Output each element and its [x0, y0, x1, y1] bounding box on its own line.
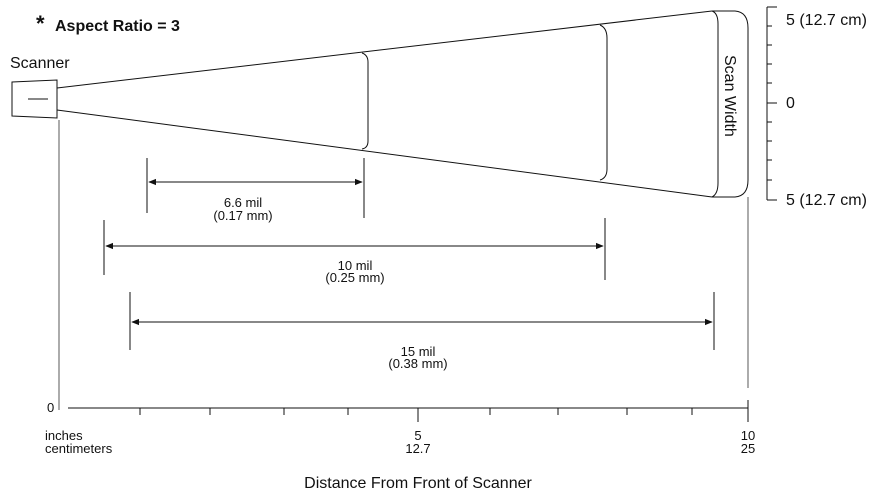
axis-tick-12-7-cm: 12.7: [405, 441, 430, 456]
scanner-label: Scanner: [10, 55, 70, 72]
range-15-mil-label: 15 mil: [401, 344, 436, 359]
scan-width-label: Scan Width: [721, 55, 738, 137]
scan-width-scale: [766, 6, 777, 201]
scan-width-top-label: 5 (12.7 cm): [786, 12, 867, 29]
axis-tick-10-inches: 10: [741, 428, 755, 443]
aspect-ratio-note: Aspect Ratio = 3: [55, 18, 180, 35]
range-6-6-mil-label: 6.6 mil: [224, 195, 262, 210]
scan-width-zero-label: 0: [786, 95, 795, 112]
axis-unit-inches: inches: [45, 428, 83, 443]
beam-upper-edge: [56, 10, 713, 89]
range-limit-15-mil: [711, 10, 719, 198]
axis-title: Distance From Front of Scanner: [304, 475, 532, 492]
axis-tick-5-inches: 5: [414, 428, 421, 443]
range-10-mil-mm: (0.25 mm): [325, 270, 384, 285]
axis-tick-25-cm: 25: [741, 441, 755, 456]
range-6-6-mil-mm: (0.17 mm): [213, 208, 272, 223]
range-limit-6-6-mil: [361, 52, 369, 150]
scan-width-bottom-label: 5 (12.7 cm): [786, 192, 867, 209]
range-15-mil-mm: (0.38 mm): [388, 356, 447, 371]
axis-origin-label: 0: [47, 400, 54, 415]
scan-width-bracket: [712, 10, 749, 198]
asterisk-icon: *: [36, 11, 45, 36]
beam-lower-edge: [56, 109, 713, 198]
axis-unit-centimeters: centimeters: [45, 441, 113, 456]
range-10-mil-label: 10 mil: [338, 258, 373, 273]
range-limit-10-mil: [599, 24, 608, 181]
distance-axis: [68, 400, 749, 422]
